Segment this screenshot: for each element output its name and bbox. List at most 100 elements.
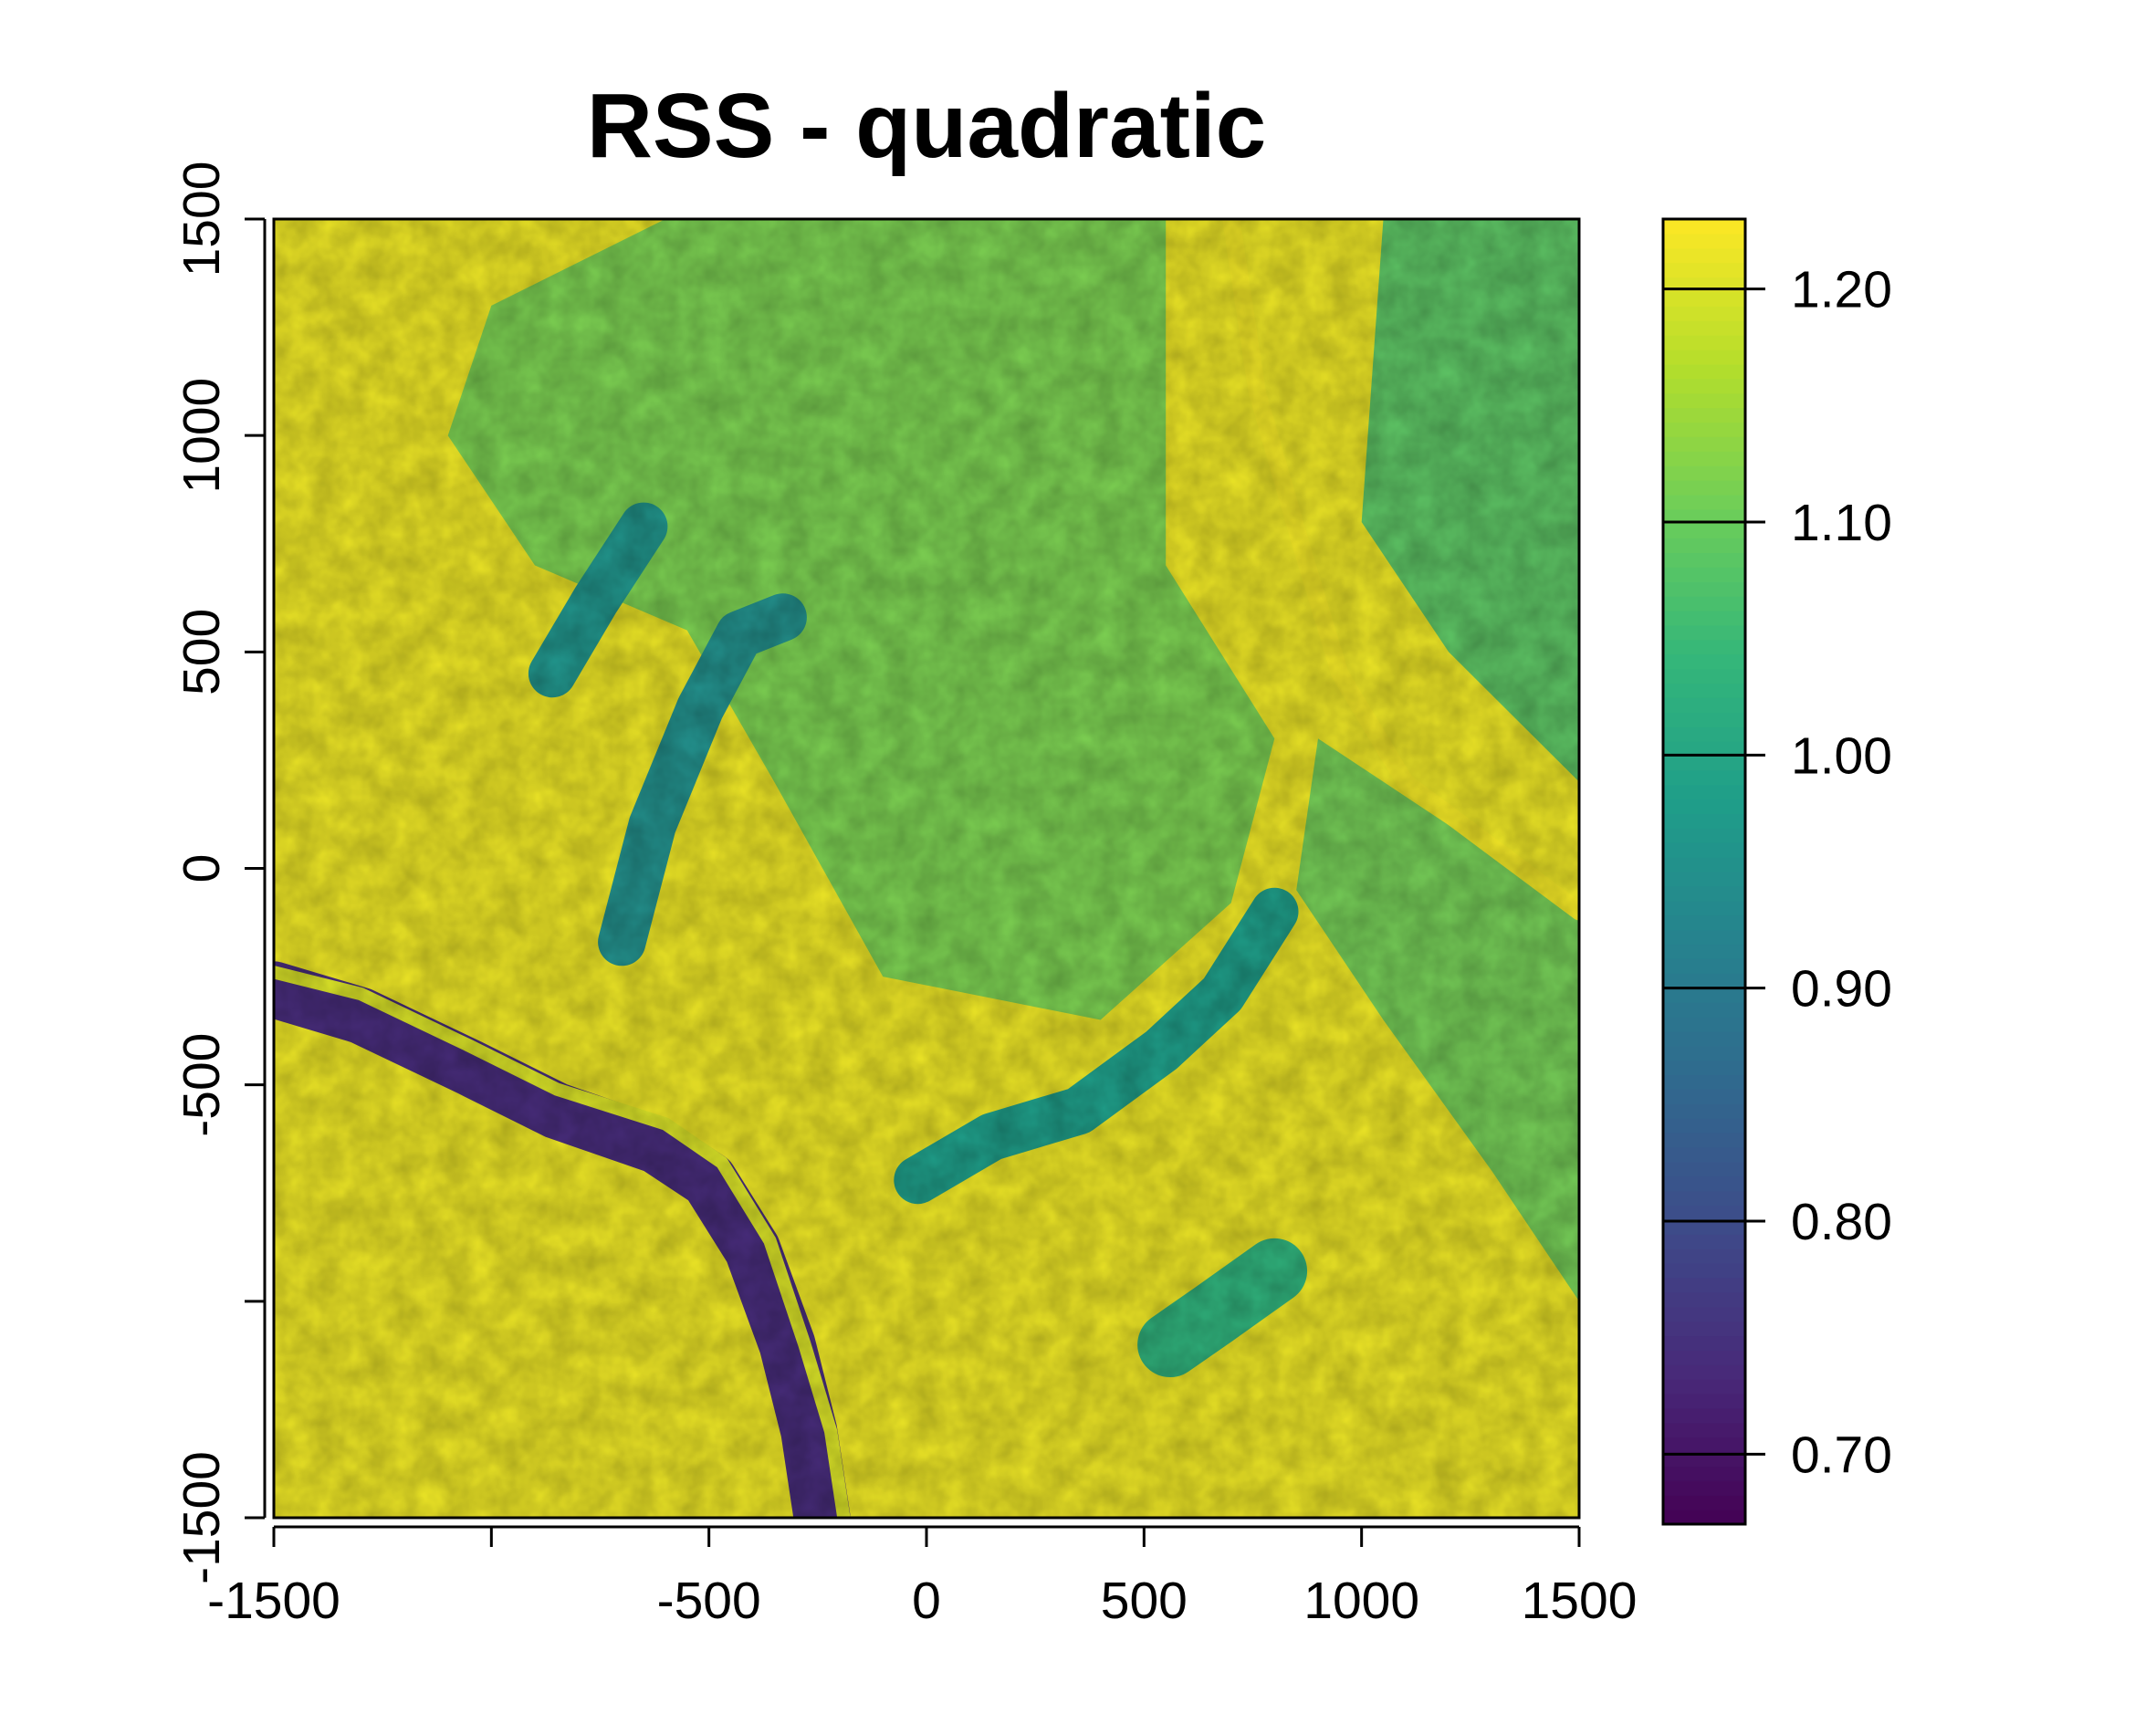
colorbar-swatch: [1663, 350, 1745, 365]
colorbar-swatch: [1663, 1291, 1745, 1308]
colorbar-swatch: [1663, 1133, 1745, 1148]
colorbar-swatch: [1663, 523, 1745, 539]
colorbar-tick-label: 1.10: [1791, 494, 1892, 552]
colorbar-swatch: [1663, 1422, 1745, 1438]
colorbar-swatch: [1663, 987, 1745, 1003]
colorbar-swatch: [1663, 1249, 1745, 1264]
colorbar-swatch: [1663, 1466, 1745, 1481]
y-tick-label: 1000: [173, 378, 231, 494]
colorbar-swatch: [1663, 422, 1745, 437]
colorbar-tick-label: 0.80: [1791, 1193, 1892, 1251]
colorbar-swatch: [1663, 1495, 1745, 1510]
colorbar-swatch: [1663, 596, 1745, 611]
colorbar-swatch: [1663, 436, 1745, 452]
colorbar-swatch: [1663, 1219, 1745, 1235]
y-axis: -1500 -500 0 500 1000 1500: [173, 162, 267, 1584]
colorbar-tick-label: 1.20: [1791, 261, 1892, 319]
colorbar-swatch: [1663, 1074, 1745, 1090]
colorbar-swatch: [1663, 1364, 1745, 1380]
colorbar-swatch: [1663, 697, 1745, 713]
colorbar-swatch: [1663, 1234, 1745, 1249]
colorbar-swatch: [1663, 1030, 1745, 1047]
colorbar-swatch: [1663, 973, 1745, 988]
colorbar-swatch: [1663, 1407, 1745, 1424]
colorbar-swatch: [1663, 872, 1745, 887]
colorbar-swatch: [1663, 1510, 1745, 1525]
colorbar-swatch: [1663, 1480, 1745, 1496]
colorbar-swatch: [1663, 741, 1745, 757]
colorbar-swatch: [1663, 480, 1745, 496]
colorbar-swatch: [1663, 363, 1745, 380]
colorbar-swatch: [1663, 320, 1745, 336]
colorbar-swatch: [1663, 1118, 1745, 1134]
colorbar-swatch: [1663, 247, 1745, 264]
colorbar-swatch: [1663, 668, 1745, 684]
colorbar-swatch: [1663, 712, 1745, 727]
chart-title: RSS - quadratic: [587, 75, 1267, 177]
colorbar-swatch: [1663, 1089, 1745, 1104]
y-tick-label: -1500: [173, 1451, 231, 1584]
colorbar-swatch: [1663, 1205, 1745, 1220]
colorbar-swatch: [1663, 755, 1745, 771]
colorbar-swatch: [1663, 1437, 1745, 1453]
colorbar-swatch: [1663, 929, 1745, 946]
colorbar-swatch: [1663, 306, 1745, 321]
colorbar-tick-label: 1.00: [1791, 726, 1892, 785]
colorbar-swatch: [1663, 1394, 1745, 1409]
colorbar-swatch: [1663, 392, 1745, 409]
colorbar-swatch: [1663, 1175, 1745, 1192]
colorbar-swatch: [1663, 1379, 1745, 1395]
colorbar-tick-label: 0.70: [1791, 1426, 1892, 1484]
colorbar-frame: [1661, 217, 1747, 1526]
colorbar-swatch: [1663, 683, 1745, 698]
colorbar-tick-label: 0.90: [1791, 960, 1892, 1019]
colorbar-swatch: [1663, 1190, 1745, 1207]
colorbar-swatch: [1663, 1321, 1745, 1337]
colorbar-swatch: [1663, 465, 1745, 481]
x-axis: -1500 -500 0 500 1000 1500: [207, 1525, 1638, 1630]
y-tick-label: 500: [173, 609, 231, 695]
colorbar-swatch: [1663, 769, 1745, 786]
colorbar-swatch: [1663, 958, 1745, 974]
x-tick-label: 1500: [1522, 1572, 1638, 1630]
colorbar-swatch: [1663, 219, 1745, 235]
colorbar-swatch: [1663, 291, 1745, 307]
colorbar-swatch: [1663, 914, 1745, 931]
colorbar-swatch: [1663, 885, 1745, 902]
heatmap-texture: [274, 219, 1579, 1518]
colorbar-swatch: [1663, 1103, 1745, 1119]
colorbar-swatch: [1663, 1263, 1745, 1279]
x-tick-label: 0: [912, 1572, 941, 1630]
colorbar-swatch: [1663, 944, 1745, 959]
colorbar-swatch: [1663, 900, 1745, 916]
colorbar-swatch: [1663, 581, 1745, 597]
colorbar-swatch: [1663, 1350, 1745, 1365]
colorbar-swatch: [1663, 1335, 1745, 1351]
colorbar-swatch: [1663, 842, 1745, 858]
colorbar-swatch: [1663, 1016, 1745, 1032]
colorbar-swatch: [1663, 538, 1745, 554]
colorbar-swatch: [1663, 1306, 1745, 1322]
colorbar-swatch: [1663, 1060, 1745, 1076]
colorbar-swatch: [1663, 262, 1745, 278]
colorbar-swatch: [1663, 1161, 1745, 1177]
y-tick-label: -500: [173, 1033, 231, 1137]
plot-frame: [272, 217, 1581, 1520]
heatmap-raster: [274, 219, 1579, 1518]
colorbar-swatch: [1663, 233, 1745, 249]
colorbar-swatch: [1663, 639, 1745, 655]
x-tick-label: 1000: [1303, 1572, 1419, 1630]
colorbar-swatch: [1663, 799, 1745, 815]
colorbar-swatch: [1663, 508, 1745, 525]
colorbar-swatch: [1663, 726, 1745, 742]
colorbar-swatch: [1663, 1002, 1745, 1018]
colorbar-swatch: [1663, 611, 1745, 626]
colorbar-swatch: [1663, 494, 1745, 510]
x-tick-label: 500: [1101, 1572, 1188, 1630]
colorbar-swatch: [1663, 1146, 1745, 1163]
colorbar-swatch: [1663, 378, 1745, 394]
colorbar-swatch: [1663, 567, 1745, 582]
colorbar-swatch: [1663, 828, 1745, 843]
colorbar-swatch: [1663, 813, 1745, 829]
